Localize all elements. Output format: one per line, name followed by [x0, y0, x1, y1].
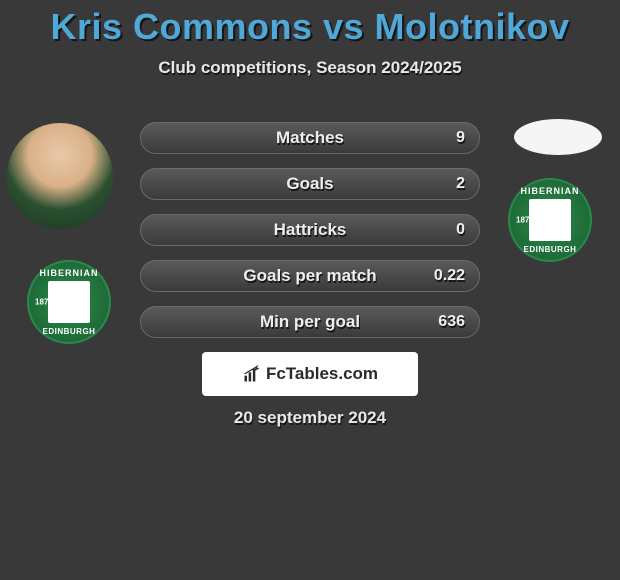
player-right-avatar: [514, 119, 602, 155]
stat-value-right: 0.22: [434, 267, 465, 285]
crest-text: HIBERNIAN: [520, 186, 579, 196]
stat-value-right: 9: [456, 129, 465, 147]
player-right-club-crest: HIBERNIAN 1875 EDINBURGH: [508, 178, 592, 262]
stat-label: Goals: [286, 174, 333, 194]
stat-label: Goals per match: [243, 266, 376, 286]
stat-value-right: 636: [438, 313, 465, 331]
crest-text: EDINBURGH: [524, 245, 577, 254]
comparison-date: 20 september 2024: [0, 408, 620, 428]
stats-container: Matches 9 Goals 2 Hattricks 0 Goals per …: [140, 122, 480, 352]
chart-icon: [242, 364, 262, 384]
comparison-title: Kris Commons vs Molotnikov: [0, 0, 620, 48]
stat-row: Min per goal 636: [140, 306, 480, 338]
stat-label: Matches: [276, 128, 344, 148]
stat-label: Hattricks: [274, 220, 347, 240]
stat-row: Goals per match 0.22: [140, 260, 480, 292]
stat-row: Matches 9: [140, 122, 480, 154]
crest-text: HIBERNIAN: [39, 268, 98, 278]
stat-value-right: 2: [456, 175, 465, 193]
crest-year: 1875: [35, 298, 53, 307]
stat-row: Goals 2: [140, 168, 480, 200]
crest-year: 1875: [516, 216, 534, 225]
attribution-text: FcTables.com: [266, 364, 378, 384]
stat-label: Min per goal: [260, 312, 360, 332]
stat-value-right: 0: [456, 221, 465, 239]
attribution-badge: FcTables.com: [202, 352, 418, 396]
player-left-club-crest: HIBERNIAN 1875 EDINBURGH: [27, 260, 111, 344]
crest-text: EDINBURGH: [43, 327, 96, 336]
player-left-avatar: [7, 123, 113, 229]
stat-row: Hattricks 0: [140, 214, 480, 246]
comparison-subtitle: Club competitions, Season 2024/2025: [0, 58, 620, 78]
